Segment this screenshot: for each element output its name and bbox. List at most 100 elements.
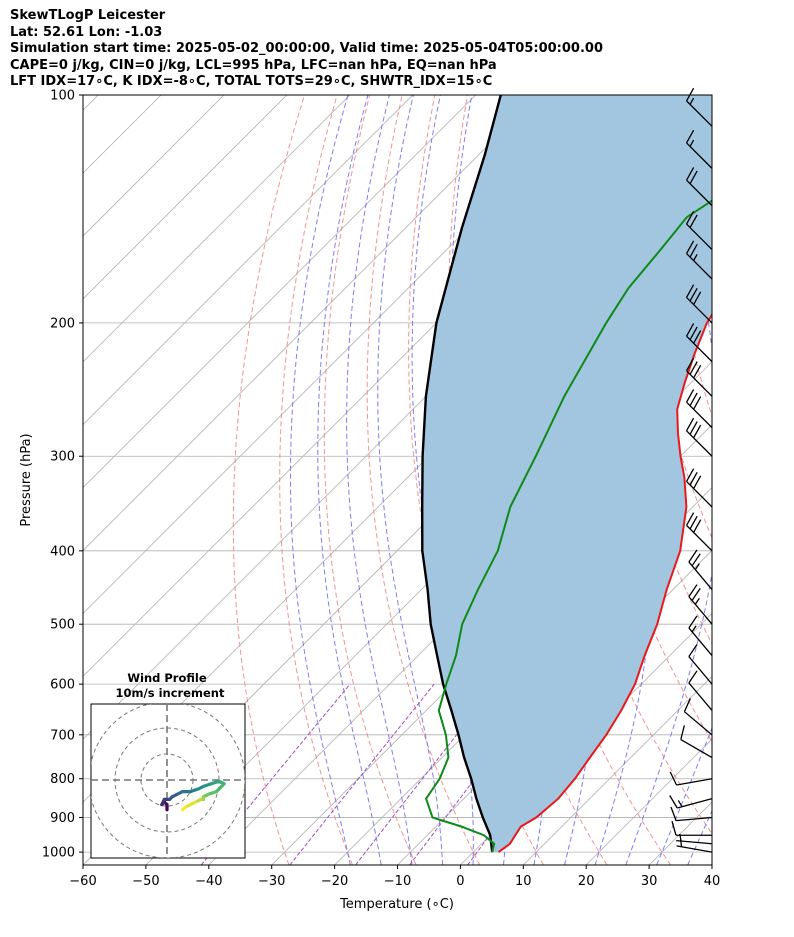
barb-staff — [686, 430, 713, 457]
barb-feather — [688, 670, 698, 684]
wind-barb — [688, 584, 713, 625]
barb-feather — [671, 821, 677, 836]
temperature-line — [497, 313, 712, 853]
barb-feather — [689, 515, 698, 530]
barb-staff — [686, 524, 713, 552]
barb-feather — [669, 771, 678, 786]
y-tick-label: 300 — [50, 450, 75, 465]
barb-feather — [689, 326, 698, 341]
barb-feather — [670, 806, 677, 821]
indices-line: LFT IDX=17∘C, K IDX=-8∘C, TOTAL TOTS=29∘… — [10, 74, 493, 89]
y-tick-label: 700 — [50, 728, 75, 743]
x-tick-label: −50 — [132, 874, 159, 889]
barb-feather — [685, 284, 695, 298]
barb-feather — [685, 389, 695, 403]
barb-staff — [686, 179, 713, 207]
dry-adiabat — [323, 95, 417, 865]
barb-half-feather — [694, 597, 700, 605]
wind-barb — [685, 211, 713, 250]
barb-feather — [680, 725, 685, 740]
x-tick-label: 10 — [515, 874, 532, 889]
x-axis-label: Temperature (∘C) — [339, 897, 454, 912]
barb-feather — [688, 644, 698, 657]
barb-feather — [685, 417, 695, 432]
time-line: Simulation start time: 2025-05-02_00:00:… — [10, 41, 603, 56]
wind-barb — [685, 240, 713, 280]
wind-barb — [685, 87, 713, 127]
barb-half-feather — [691, 625, 697, 633]
moist-adiabat — [290, 95, 351, 865]
y-tick-label: 200 — [50, 316, 75, 331]
wind-barb — [688, 644, 713, 685]
barb-staff — [688, 682, 713, 711]
wind-barb — [669, 771, 713, 786]
moist-adiabat — [625, 95, 712, 865]
dewpoint-line — [424, 199, 712, 853]
y-tick-label: 400 — [50, 544, 75, 559]
barb-staff — [686, 370, 713, 397]
isotherm-line — [523, 675, 712, 865]
wind-barb — [688, 670, 713, 711]
barb-feather — [685, 167, 695, 181]
barb-feather — [689, 214, 698, 228]
location-line: Lat: 52.61 Lon: -1.03 — [10, 24, 163, 40]
barb-feather — [685, 468, 695, 482]
wind-barb — [688, 615, 713, 656]
y-tick-label: 100 — [50, 89, 75, 104]
isotherm-line — [83, 95, 539, 552]
isotherm-line — [83, 95, 351, 363]
barb-staff — [686, 142, 713, 169]
y-tick-label: 900 — [50, 811, 75, 826]
barb-feather — [688, 549, 698, 563]
wind-barb — [685, 389, 713, 429]
hodograph-segment — [181, 805, 187, 812]
barb-feather — [691, 588, 701, 601]
profiles — [420, 95, 712, 853]
moist-adiabat — [317, 95, 382, 865]
mixing-ratio-line — [409, 683, 548, 865]
barb-feather — [685, 357, 695, 372]
isotherm-line — [711, 864, 712, 865]
barb-feather — [689, 392, 698, 407]
y-axis-label: Pressure (hPa) — [19, 433, 34, 526]
barb-feather — [688, 615, 698, 629]
barb-staff — [676, 845, 713, 853]
y-tick-label: 1000 — [42, 846, 75, 861]
barb-staff — [686, 253, 713, 280]
barb-feather — [689, 361, 698, 375]
moist-adiabat — [346, 95, 413, 865]
wind-barb — [683, 698, 713, 736]
hodograph-segment — [214, 782, 226, 794]
barb-half-feather — [677, 800, 683, 808]
hodograph-title: Wind Profile — [127, 671, 207, 685]
wind-barb — [685, 284, 713, 324]
parcel-path-line — [420, 95, 502, 853]
barb-feather — [689, 170, 698, 185]
x-tick-label: 0 — [456, 874, 464, 889]
wind-barbs — [669, 87, 713, 853]
wind-barb — [685, 357, 713, 397]
barb-staff — [686, 223, 713, 250]
barb-feather — [693, 475, 702, 489]
barb-staff — [684, 711, 713, 736]
wind-barb — [685, 167, 713, 207]
x-tick-label: −30 — [258, 874, 285, 889]
barb-staff — [688, 656, 713, 685]
barb-feather — [685, 240, 695, 254]
barb-feather — [693, 291, 702, 305]
x-tick-label: 30 — [641, 874, 658, 889]
dry-adiabat — [728, 95, 794, 865]
moist-adiabat — [719, 95, 794, 865]
barb-staff — [686, 296, 713, 324]
barb-feather — [688, 584, 698, 597]
barb-feather — [693, 330, 702, 344]
dry-adiabat — [761, 95, 794, 865]
wind-barb — [685, 129, 713, 169]
hodograph-subtitle: 10m/s increment — [116, 686, 225, 700]
moist-adiabat — [377, 95, 444, 865]
barb-feather — [683, 698, 691, 712]
barb-feather — [693, 519, 702, 533]
barb-feather — [685, 323, 695, 337]
dry-adiabat — [366, 95, 481, 865]
